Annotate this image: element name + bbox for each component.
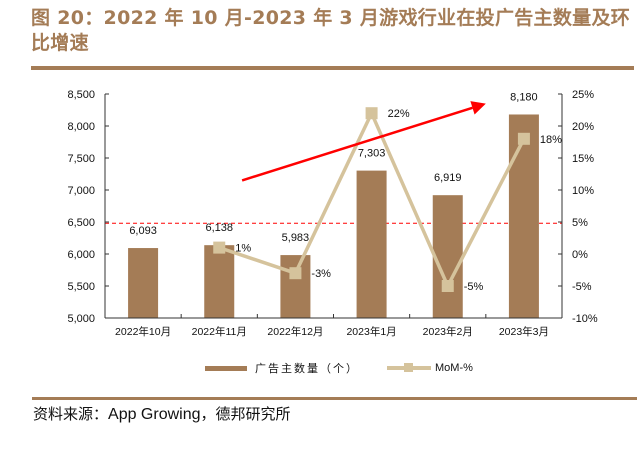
mom-value-label: 18% (540, 134, 562, 146)
bar (128, 248, 159, 318)
left-tick-label: 6,000 (67, 249, 95, 261)
mom-marker (365, 107, 378, 120)
mom-value-label: -5% (464, 281, 484, 293)
left-tick-label: 8,500 (67, 89, 95, 101)
mom-marker (289, 267, 302, 280)
right-tick-label: 15% (572, 153, 594, 165)
legend-line-swatch (387, 363, 431, 372)
bar (356, 170, 387, 318)
legend-item-bar: 广告主数量（个） (205, 360, 359, 376)
mom-value-label: 1% (235, 243, 251, 255)
mom-marker (441, 280, 454, 292)
right-tick-label: 10% (572, 185, 594, 197)
right-tick-label: 0% (572, 249, 588, 261)
x-tick-label: 2022年11月 (192, 325, 247, 338)
legend-line-label: MoM-% (435, 362, 473, 374)
mom-value-label: -3% (311, 268, 331, 280)
source-note: 资料来源：App Growing，德邦研究所 (33, 403, 291, 424)
right-tick-label: -5% (572, 281, 592, 293)
legend: 广告主数量（个） MoM-% (205, 360, 501, 376)
left-tick-label: 7,500 (67, 153, 95, 165)
bar (280, 255, 311, 318)
legend-bar-label: 广告主数量（个） (255, 362, 359, 375)
bar (204, 245, 235, 318)
mom-marker (213, 241, 226, 254)
source-divider (32, 397, 637, 400)
bar-value-label: 6,138 (205, 222, 233, 234)
left-tick-label: 7,000 (67, 185, 95, 197)
figure-title: 图 20：2022 年 10 月-2023 年 3 月游戏行业在投广告主数量及环… (31, 7, 631, 54)
right-tick-label: 25% (572, 89, 594, 101)
mom-marker (517, 132, 530, 145)
right-tick-label: 20% (572, 121, 594, 133)
legend-bar-swatch (205, 365, 247, 371)
x-tick-label: 2023年1月 (346, 325, 396, 338)
right-tick-label: -10% (572, 313, 598, 325)
left-tick-label: 6,500 (67, 217, 95, 229)
x-tick-label: 2022年10月 (115, 325, 171, 338)
trend-arrow-shaft (241, 106, 473, 182)
right-tick-label: 5% (572, 217, 588, 229)
source-prefix: 资料来源： (33, 405, 109, 423)
source-name: App Growing (108, 406, 201, 423)
bar-value-label: 6,919 (434, 172, 462, 184)
bar (432, 195, 463, 318)
source-suffix: ，德邦研究所 (200, 405, 291, 423)
left-tick-label: 5,500 (67, 281, 95, 293)
bar-value-label: 5,983 (282, 232, 310, 244)
legend-item-line: MoM-% (387, 362, 473, 374)
left-tick-label: 5,000 (67, 313, 95, 325)
title-divider (31, 66, 634, 70)
mom-value-label: 22% (388, 108, 410, 120)
x-tick-label: 2023年2月 (423, 325, 473, 338)
bar-value-label: 7,303 (358, 148, 386, 160)
x-tick-label: 2022年12月 (267, 325, 323, 338)
bar-value-label: 8,180 (510, 91, 538, 103)
x-tick-label: 2023年3月 (499, 325, 549, 338)
bar-value-label: 6,093 (129, 225, 157, 237)
left-tick-label: 8,000 (67, 121, 95, 133)
bar (508, 114, 539, 318)
trend-arrow-head (470, 101, 486, 115)
